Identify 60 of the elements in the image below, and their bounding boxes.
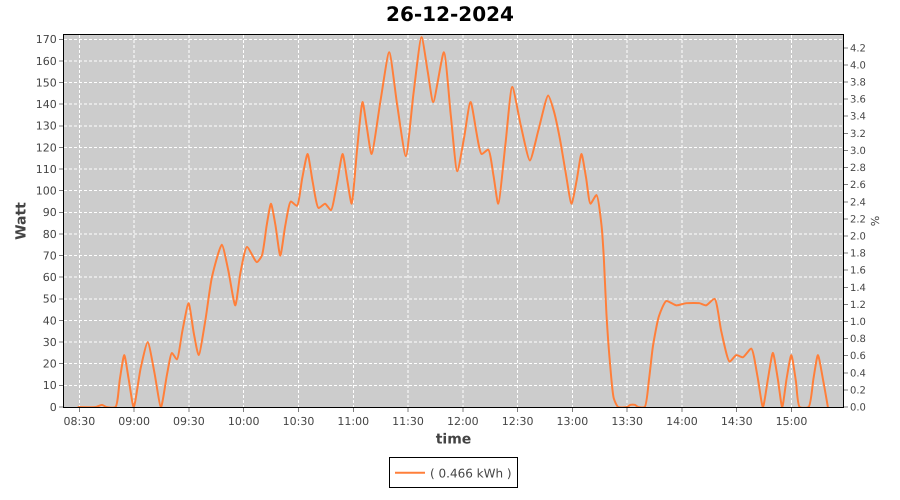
y-tick-label: 60 [42,271,57,284]
x-tick-label: 08:30 [63,415,96,428]
y-tick-label: 170 [36,33,57,46]
y2-tick-label: 1.8 [850,248,866,260]
legend-label: ( 0.466 kWh ) [430,466,512,480]
x-tick-label: 14:30 [720,415,753,428]
y-tick-label: 40 [42,314,57,328]
x-tick-label: 13:30 [611,415,644,428]
y2-tick-label: 3.4 [850,112,866,123]
y2-tick-label: 2.0 [850,231,866,242]
x-tick-label: 09:30 [173,415,205,428]
y-tick-label: 70 [42,249,57,262]
line-series [76,36,829,407]
y-tick-label: 30 [42,336,57,349]
x-tick-label: 10:30 [282,415,314,428]
x-tick-label: 10:00 [228,415,260,428]
y2-tick-label: 3.6 [850,94,866,106]
y-tick-label: 120 [36,141,57,154]
y2-tick-label: 2.6 [850,180,866,192]
y2-tick-label: 0.0 [850,402,866,414]
y2-tick-label: 3.2 [850,128,866,140]
y-tick-label: 50 [42,292,57,306]
y-tick-label: 140 [36,98,57,112]
y-tick-label: 100 [36,184,57,198]
y-tick-label: 150 [36,76,57,90]
x-tick-label: 12:30 [502,415,534,428]
y-tick-label: 110 [36,162,57,176]
y-tick-label: 80 [42,228,57,241]
x-tick-label: 11:00 [337,415,370,428]
y2-tick-label: 2.4 [850,197,866,208]
x-axis-title: time [436,432,472,448]
y2-tick-label: 3.8 [850,78,866,89]
y-tick-label: 160 [36,54,57,68]
y2-tick-label: 1.2 [850,300,866,311]
y2-tick-label: 1.4 [850,282,866,294]
y2-tick-label: 4.2 [850,43,866,54]
y-tick-label: 10 [42,379,57,392]
x-tick-label: 15:00 [776,415,808,428]
y2-axis-title: % [869,216,882,226]
x-tick-label: 12:00 [446,415,479,428]
y2-tick-label: 3.0 [850,146,866,157]
y-tick-label: 0 [50,400,57,414]
y-tick-label: 90 [42,206,57,220]
y-tick-label: 20 [42,358,57,371]
x-tick-label: 13:00 [556,415,588,428]
y2-tick-label: 0.6 [850,351,866,362]
y2-tick-label: 0.4 [850,368,866,380]
y2-tick-label: 1.0 [850,316,866,328]
y2-tick-label: 0.8 [850,334,866,346]
y2-tick-label: 4.0 [850,60,866,72]
y-axis-title: Watt [13,202,30,240]
x-tick-label: 09:00 [118,415,150,428]
y-tick-label: 130 [36,120,57,133]
y2-tick-label: 2.2 [850,214,866,226]
chart-title: 26-12-2024 [386,2,514,26]
y2-tick-label: 0.2 [850,385,866,396]
x-tick-label: 11:30 [392,415,424,428]
x-tick-label: 14:00 [666,415,698,428]
y2-tick-label: 2.8 [850,163,866,174]
y2-tick-label: 1.6 [850,266,866,277]
